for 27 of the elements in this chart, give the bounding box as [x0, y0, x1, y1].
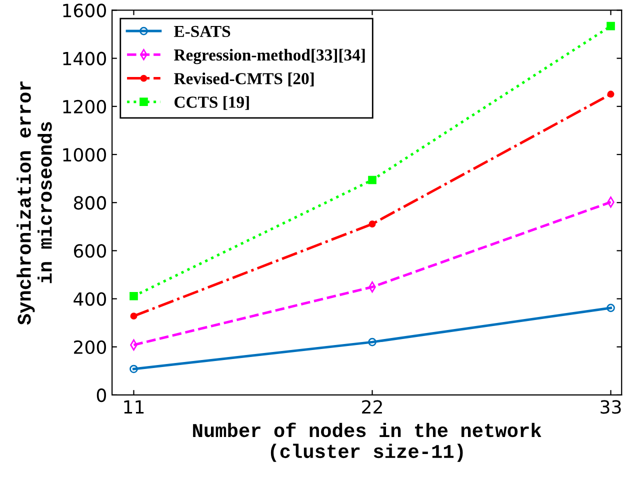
point — [606, 304, 615, 312]
legend-label: CCTS [19] — [174, 96, 249, 110]
point — [368, 338, 376, 346]
y-tick-label: 800 — [74, 196, 106, 210]
x-tick-label: 22 — [362, 400, 382, 414]
legend-label: Revised-CMTS [20] — [174, 72, 314, 86]
legend-label: Regression-method[33][34] — [174, 48, 365, 64]
y-tick-label: 1400 — [63, 52, 106, 66]
point — [130, 292, 138, 300]
y-tick-label: 1000 — [63, 148, 106, 162]
y-tick-label: 200 — [74, 340, 106, 354]
point — [130, 312, 138, 320]
legend-label: E-SATS — [174, 26, 230, 38]
point — [606, 22, 615, 30]
y-tick-label: 1200 — [63, 100, 106, 114]
y-axis-title: Synchronization error in microseonds — [16, 81, 52, 325]
point — [130, 364, 138, 374]
y-tick-label: 0 — [96, 388, 106, 402]
point — [368, 176, 376, 184]
y-tick-label: 1600 — [63, 4, 106, 18]
y-tick-label: 600 — [74, 244, 106, 258]
y-tick-label: 400 — [74, 292, 106, 306]
x-axis-title: Number of nodes in the network (cluster size-11) — [193, 422, 542, 462]
point — [607, 90, 614, 98]
x-tick-label: 33 — [600, 400, 621, 414]
point — [368, 220, 376, 228]
x-tick-label: 11 — [124, 400, 144, 414]
